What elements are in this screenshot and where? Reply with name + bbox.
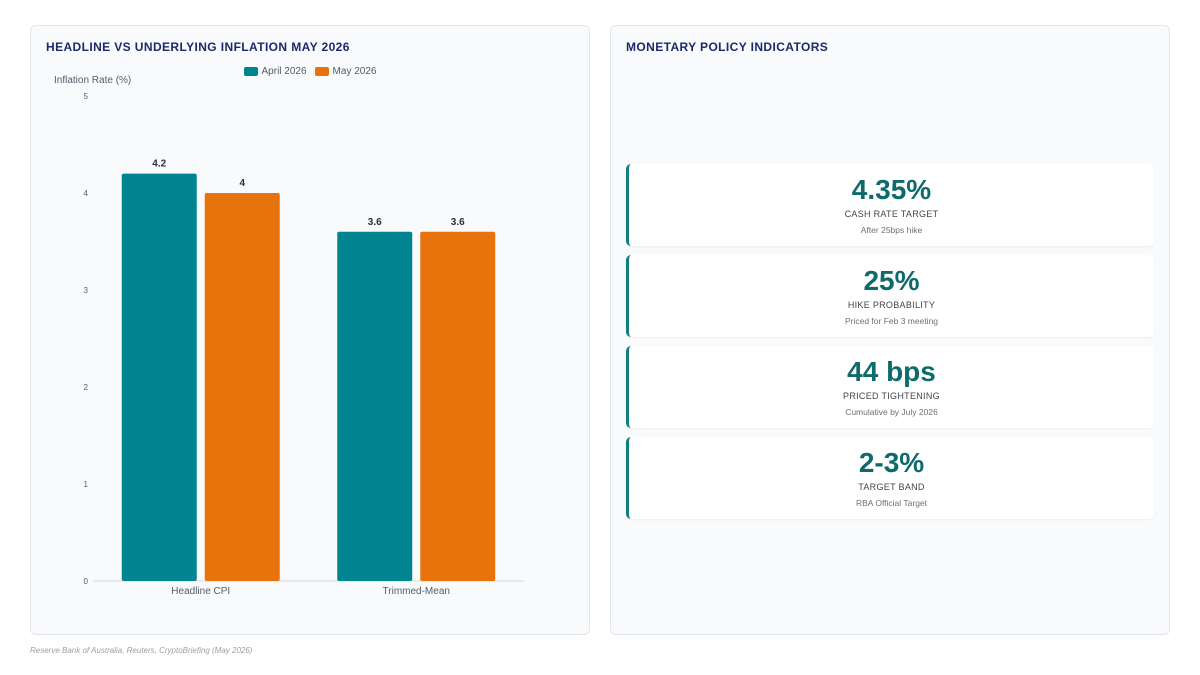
chart-legend: April 2026 May 2026 <box>31 66 589 77</box>
y-tick-label: 5 <box>84 92 89 101</box>
bar-value-label: 4 <box>239 178 245 189</box>
bar-value-label: 3.6 <box>368 217 382 228</box>
bar-may-2026-0[interactable] <box>204 193 280 581</box>
legend-swatch-april <box>243 67 258 76</box>
y-tick-label: 0 <box>84 577 89 586</box>
kpi-value: 2-3% <box>858 447 925 478</box>
kpi-card-target-band: 2-3% TARGET BAND RBA Official Target <box>626 437 1154 519</box>
y-tick-label: 3 <box>84 286 89 295</box>
bar-value-label: 3.6 <box>451 217 465 228</box>
kpi-subtext: Cumulative by July 2026 <box>845 407 938 417</box>
legend-label-may: May 2026 <box>332 66 377 77</box>
legend-item-may[interactable]: May 2026 <box>314 66 377 77</box>
legend-item-april[interactable]: April 2026 <box>243 66 307 77</box>
bar-april-2026-1[interactable] <box>337 231 413 582</box>
policy-indicators-panel: MONETARY POLICY INDICATORS 4.35% CASH RA… <box>610 25 1170 635</box>
kpi-label: HIKE PROBABILITY <box>847 300 936 310</box>
kpi-value: 4.35% <box>851 174 932 205</box>
y-tick-label: 4 <box>84 189 89 198</box>
kpi-card-priced-tightening: 44 bps PRICED TIGHTENING Cumulative by J… <box>626 346 1154 428</box>
kpi-label: CASH RATE TARGET <box>844 209 939 219</box>
kpi-card-hike-probability: 25% HIKE PROBABILITY Priced for Feb 3 me… <box>626 255 1154 337</box>
y-tick-label: 1 <box>84 480 89 489</box>
kpi-subtext: RBA Official Target <box>855 498 928 508</box>
kpi-label: PRICED TIGHTENING <box>843 391 940 401</box>
indicators-title: MONETARY POLICY INDICATORS <box>626 40 829 54</box>
inflation-chart-panel: HEADLINE VS UNDERLYING INFLATION MAY 202… <box>30 25 590 635</box>
y-axis-label: Inflation Rate (%) <box>54 75 132 86</box>
bar-chart: 0 1 2 3 4 5 4.2 4 Headline CPI 3.6 3.6 Trimmed-Mean <box>84 92 524 597</box>
kpi-value: 44 bps <box>847 356 936 387</box>
kpi-card-cash-rate: 4.35% CASH RATE TARGET After 25bps hike <box>626 164 1154 246</box>
kpi-value: 25% <box>863 265 920 296</box>
bar-value-label: 4.2 <box>152 159 166 170</box>
legend-swatch-may <box>314 67 329 76</box>
x-category-label: Headline CPI <box>171 586 230 597</box>
legend-label-april: April 2026 <box>261 66 307 77</box>
y-tick-label: 2 <box>84 383 89 392</box>
chart-title: HEADLINE VS UNDERLYING INFLATION MAY 202… <box>46 40 350 54</box>
kpi-subtext: Priced for Feb 3 meeting <box>844 316 939 326</box>
bar-may-2026-1[interactable] <box>420 231 496 582</box>
kpi-subtext: After 25bps hike <box>860 225 923 235</box>
kpi-list: 4.35% CASH RATE TARGET After 25bps hike … <box>626 164 1154 519</box>
kpi-label: TARGET BAND <box>858 482 925 492</box>
bar-april-2026-0[interactable] <box>121 173 197 581</box>
source-note: Reserve Bank of Australia, Reuters, Cryp… <box>30 646 253 655</box>
x-category-label: Trimmed-Mean <box>383 586 450 597</box>
